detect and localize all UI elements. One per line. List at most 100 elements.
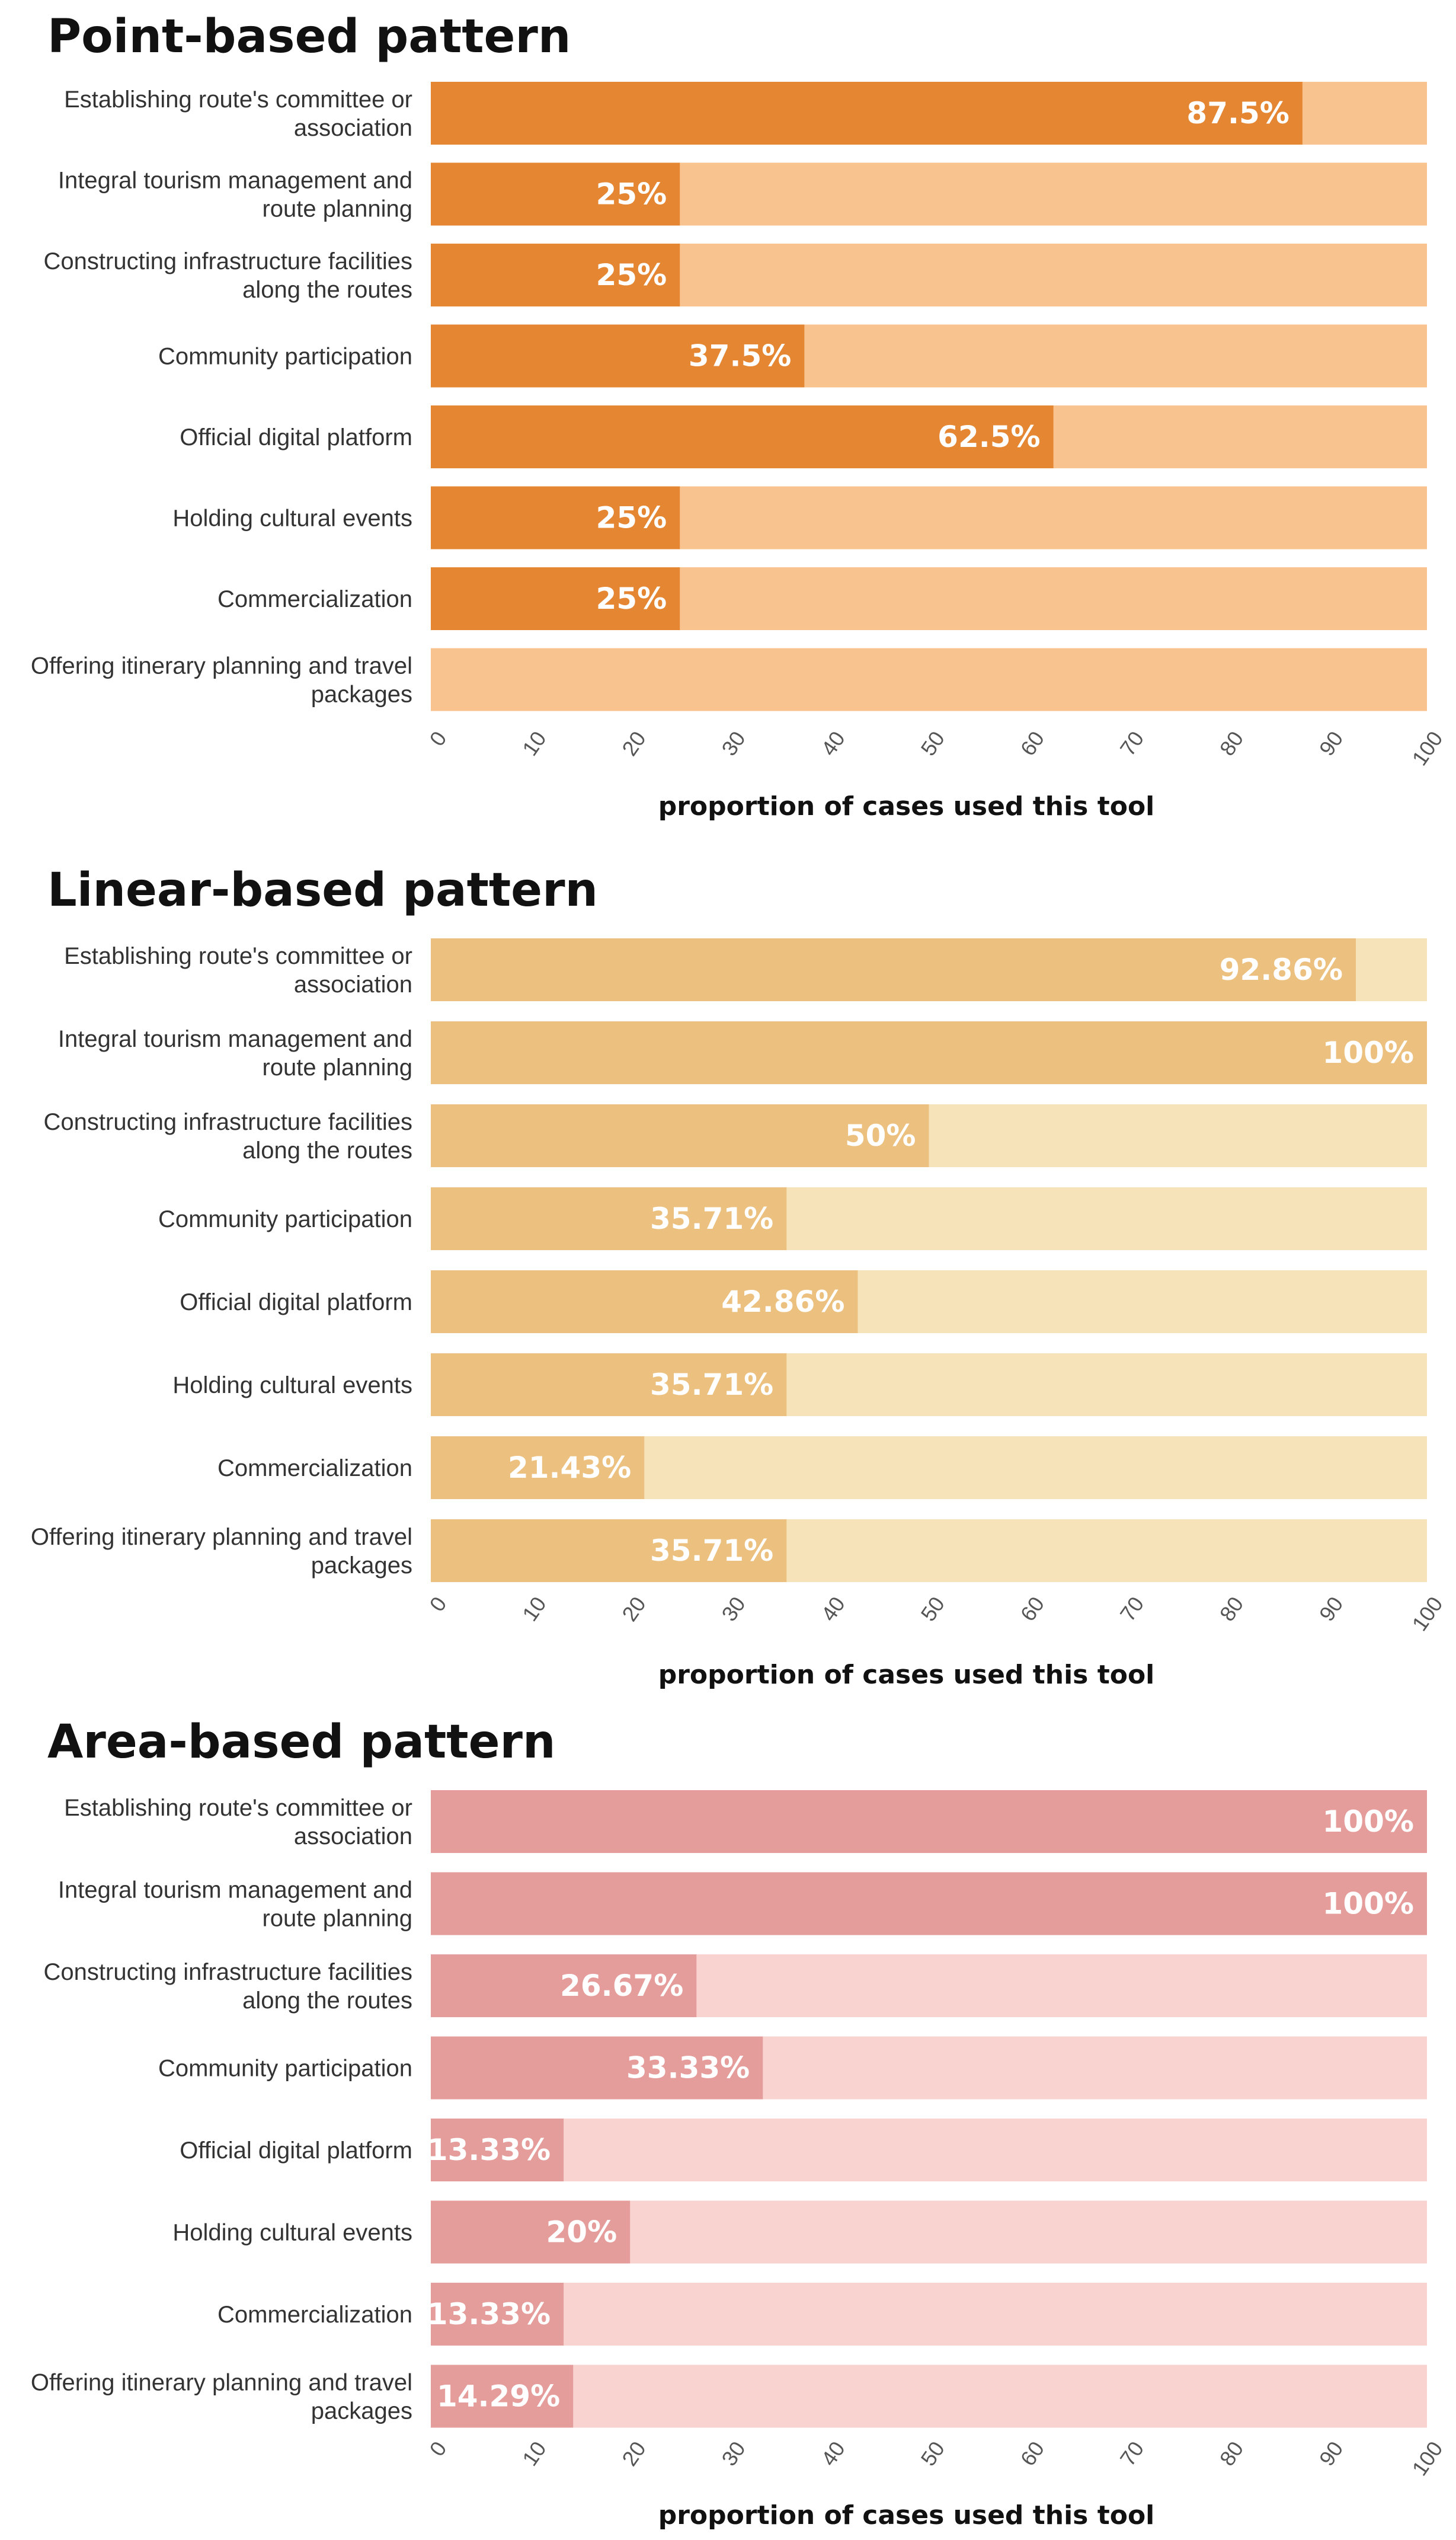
data-label: 35.71% [650, 1368, 773, 1402]
chart-title: Area-based pattern [47, 1715, 555, 1769]
data-label: 100% [1323, 1887, 1414, 1921]
chart-panel-1: Point-based pattern 87.5% Establishing rou… [31, 10, 1448, 822]
x-tick-label: 20 [617, 1592, 651, 1625]
x-axis-title: proportion of cases used this tool [658, 1660, 1155, 1690]
category-label: Establishing route's committee or associa… [64, 87, 412, 141]
bar [431, 2119, 564, 2181]
data-label: 35.71% [650, 1202, 773, 1236]
category-label: Official digital platform [180, 2138, 412, 2164]
bar [431, 1872, 1427, 1935]
x-tick-label: 60 [1016, 2437, 1049, 2470]
x-tick-label: 70 [1115, 1592, 1149, 1625]
bar [431, 2036, 763, 2100]
bar [431, 405, 1054, 468]
chart-panel-2: Linear-based pattern 92.86% Establishing r… [31, 864, 1448, 1690]
data-label: 35.71% [650, 1533, 773, 1568]
x-tick-label: 10 [517, 1592, 551, 1625]
data-label: 100% [1323, 1036, 1414, 1070]
data-label: 33.33% [626, 2051, 750, 2085]
x-tick-label: 60 [1016, 1592, 1049, 1625]
x-tick-label: 50 [916, 1592, 949, 1625]
x-tick-label: 40 [816, 727, 850, 760]
data-label: 37.5% [689, 339, 791, 373]
category-label: Constructing infrastructure facilities al… [44, 1959, 412, 2014]
data-label: 25% [596, 582, 667, 616]
bar [431, 82, 1303, 145]
x-tick-label: 0 [424, 2437, 451, 2461]
category-label: Establishing route's committee or associa… [64, 1795, 412, 1849]
x-tick-label: 100 [1407, 1592, 1448, 1635]
data-label: 92.86% [1220, 953, 1343, 987]
bar [431, 1353, 787, 1416]
category-label: Holding cultural events [172, 1372, 412, 1398]
chart-title: Linear-based pattern [47, 864, 598, 917]
data-label: 14.29% [437, 2379, 560, 2414]
category-label: Holding cultural events [172, 2220, 412, 2246]
data-label: 25% [596, 177, 667, 212]
category-label: Integral tourism management and route pla… [58, 168, 412, 222]
data-label: 100% [1323, 1804, 1414, 1839]
data-label: 26.67% [560, 1969, 683, 2003]
x-axis-title: proportion of cases used this tool [658, 2500, 1155, 2531]
bar [431, 1436, 645, 1499]
category-label: Community participation [158, 344, 412, 370]
bar [431, 1519, 787, 1582]
data-label: 25% [596, 258, 667, 292]
bar-background [431, 2283, 1427, 2346]
data-label: 50% [845, 1119, 916, 1153]
x-tick-label: 40 [816, 2437, 850, 2470]
x-tick-label: 30 [716, 2437, 750, 2470]
x-tick-label: 0 [424, 727, 451, 750]
data-label: 42.86% [721, 1285, 844, 1319]
x-tick-label: 70 [1115, 727, 1149, 760]
category-label: Commercialization [217, 1455, 412, 1481]
bar [431, 2200, 631, 2264]
category-label: Offering itinerary planning and travel pa… [31, 653, 412, 708]
x-tick-label: 80 [1215, 727, 1249, 760]
category-label: Community participation [158, 1206, 412, 1232]
category-label: Commercialization [217, 586, 412, 612]
x-tick-label: 60 [1016, 727, 1049, 760]
bar [431, 162, 680, 226]
x-tick-label: 90 [1314, 2437, 1348, 2470]
category-label: Integral tourism management and route pla… [58, 1026, 412, 1081]
bar-background [431, 648, 1427, 711]
category-label: Community participation [158, 2056, 412, 2082]
category-label: Offering itinerary planning and travel pa… [31, 1524, 412, 1579]
bar [431, 567, 680, 630]
x-tick-label: 50 [916, 2437, 949, 2470]
x-tick-label: 90 [1314, 1592, 1348, 1625]
bar [431, 2365, 574, 2428]
category-label: Constructing infrastructure facilities al… [44, 1109, 412, 1164]
category-label: Offering itinerary planning and travel pa… [31, 2370, 412, 2424]
bar [431, 1104, 929, 1167]
bar [431, 1187, 787, 1250]
x-tick-label: 0 [424, 1592, 451, 1616]
bar-background [431, 2365, 1427, 2428]
x-tick-label: 50 [916, 727, 949, 760]
x-tick-label: 100 [1407, 2437, 1448, 2480]
x-tick-label: 10 [517, 2437, 551, 2470]
chart-title: Point-based pattern [47, 10, 571, 63]
bar [431, 1021, 1427, 1084]
x-tick-label: 20 [617, 727, 651, 760]
data-label: 13.33% [427, 2133, 551, 2167]
data-label: 13.33% [427, 2297, 551, 2331]
category-label: Commercialization [217, 2302, 412, 2328]
category-label: Official digital platform [180, 424, 412, 451]
bar [431, 938, 1356, 1001]
data-label: 87.5% [1186, 96, 1289, 130]
category-label: Integral tourism management and route pla… [58, 1877, 412, 1932]
bar [431, 324, 805, 388]
x-tick-label: 20 [617, 2437, 651, 2470]
bar [431, 2283, 564, 2346]
x-tick-label: 40 [816, 1592, 850, 1625]
data-label: 25% [596, 501, 667, 535]
category-label: Constructing infrastructure facilities al… [44, 248, 412, 303]
data-label: 21.43% [508, 1450, 631, 1485]
data-label: 62.5% [937, 420, 1040, 454]
chart-panel-3: Area-based pattern 100% Establishing route… [31, 1715, 1448, 2531]
bar-background [431, 2119, 1427, 2181]
x-tick-label: 80 [1215, 1592, 1249, 1625]
